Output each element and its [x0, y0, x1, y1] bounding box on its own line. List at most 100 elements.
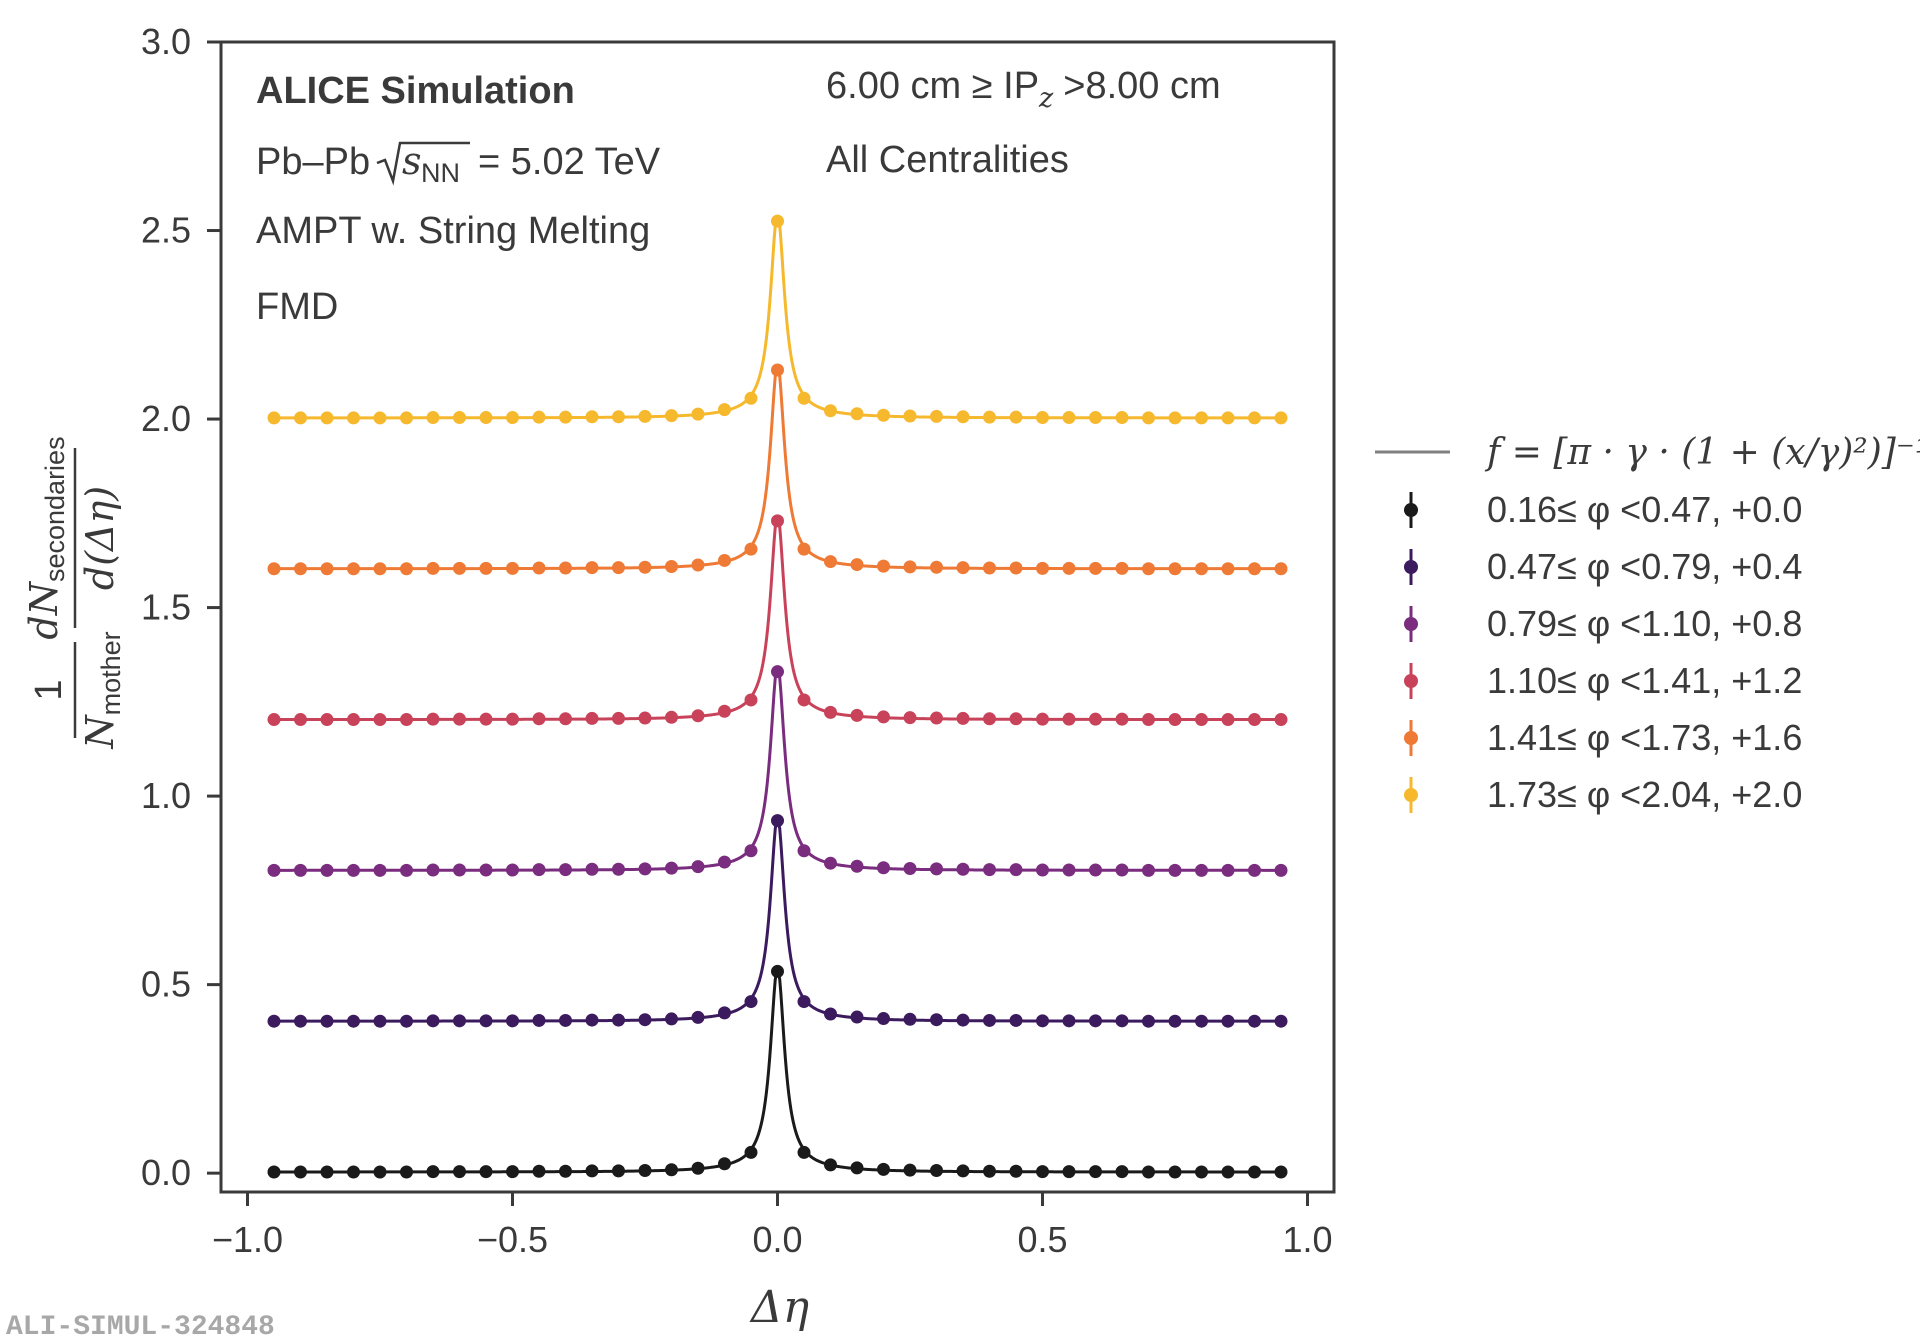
data-point [1142, 713, 1155, 727]
data-point [1195, 562, 1208, 576]
data-point [797, 693, 811, 707]
fit-curve [274, 368, 1281, 571]
data-point [294, 1014, 307, 1028]
data-point [771, 214, 784, 228]
data-point [267, 1165, 281, 1179]
data-point [850, 558, 864, 572]
data-point [1036, 1014, 1049, 1028]
x-tick-label: −1.0 [212, 1219, 283, 1260]
data-point [850, 407, 864, 421]
data-point [426, 1014, 440, 1028]
data-point [1168, 1014, 1182, 1028]
data-point [320, 1014, 334, 1028]
data-point [718, 403, 731, 417]
collision-system: Pb–Pb s NN = 5.02 TeV [256, 139, 661, 188]
data-point [850, 859, 864, 873]
data-point [983, 712, 996, 726]
y-tick-label: 0.0 [141, 1152, 191, 1193]
legend-marker [1404, 674, 1418, 688]
data-point [479, 863, 493, 877]
data-point [877, 710, 890, 724]
data-point [1036, 561, 1049, 575]
data-point [824, 705, 837, 719]
series-0 [267, 964, 1288, 1179]
data-point [506, 561, 519, 575]
data-point [1062, 411, 1076, 425]
data-point [426, 863, 440, 877]
data-point [824, 555, 837, 569]
data-point [824, 1007, 837, 1021]
data-point [1142, 1014, 1155, 1028]
data-point [426, 561, 440, 575]
fit-curve [274, 670, 1281, 872]
data-point [930, 862, 943, 876]
data-point [1062, 863, 1076, 877]
data-point [506, 1165, 519, 1179]
data-point [373, 562, 387, 576]
data-point [744, 693, 758, 707]
data-point [877, 559, 890, 573]
data-point [718, 1157, 731, 1171]
data-point [771, 964, 784, 978]
data-point [400, 411, 413, 425]
data-point [479, 1014, 493, 1028]
data-point [1062, 561, 1076, 575]
data-point [347, 411, 360, 425]
data-point [1248, 1014, 1261, 1028]
svg-text:s: s [402, 139, 422, 183]
data-point [1009, 712, 1023, 726]
svg-text:NN: NN [421, 158, 460, 188]
data-point [771, 814, 784, 828]
data-point [532, 410, 546, 424]
y-label-denominator-var: N [78, 714, 122, 750]
data-point [1089, 1014, 1102, 1028]
data-point [1248, 562, 1261, 576]
data-point [983, 410, 996, 424]
data-point [373, 863, 387, 877]
data-point [1195, 713, 1208, 727]
data-point [479, 561, 493, 575]
data-point [1089, 863, 1102, 877]
data-point [665, 409, 678, 423]
data-point [797, 844, 811, 858]
data-point [903, 560, 917, 574]
y-label-numerator-var: dN [22, 580, 66, 639]
vertex-range-right: >8.00 cm [1063, 65, 1220, 107]
data-point [585, 711, 599, 725]
data-point [771, 363, 784, 377]
data-point [1036, 863, 1049, 877]
data-point [612, 1013, 625, 1027]
data-point [1142, 562, 1155, 576]
fit-curve [274, 971, 1281, 1174]
data-point [532, 1013, 546, 1027]
legend-marker [1404, 560, 1418, 574]
data-point [453, 561, 466, 575]
legend-label: 1.41≤ φ <1.73, +1.6 [1487, 717, 1802, 758]
y-label-denominator-sub: mother [96, 631, 126, 715]
data-point [1221, 1014, 1235, 1028]
data-point [956, 1164, 970, 1178]
data-point [956, 711, 970, 725]
data-point [1248, 863, 1261, 877]
data-point [718, 1006, 731, 1020]
data-point [1195, 1014, 1208, 1028]
data-point [267, 411, 281, 425]
series-4 [267, 363, 1288, 576]
x-axis: −1.0 −0.5 0.0 0.5 1.0 [212, 1192, 1333, 1260]
data-point [1274, 713, 1288, 727]
data-point [771, 514, 784, 528]
data-point [267, 713, 281, 727]
data-point [638, 1164, 652, 1178]
data-point [347, 1165, 360, 1179]
data-point [453, 411, 466, 425]
y-tick-label: 2.0 [141, 398, 191, 439]
legend-marker [1404, 617, 1418, 631]
data-point [638, 1013, 652, 1027]
collision-system-suffix: = 5.02 TeV [478, 141, 661, 183]
data-point [877, 408, 890, 422]
data-point [1062, 1165, 1076, 1179]
data-point [347, 562, 360, 576]
data-point [426, 712, 440, 726]
data-point [612, 862, 625, 876]
data-point [797, 995, 811, 1009]
